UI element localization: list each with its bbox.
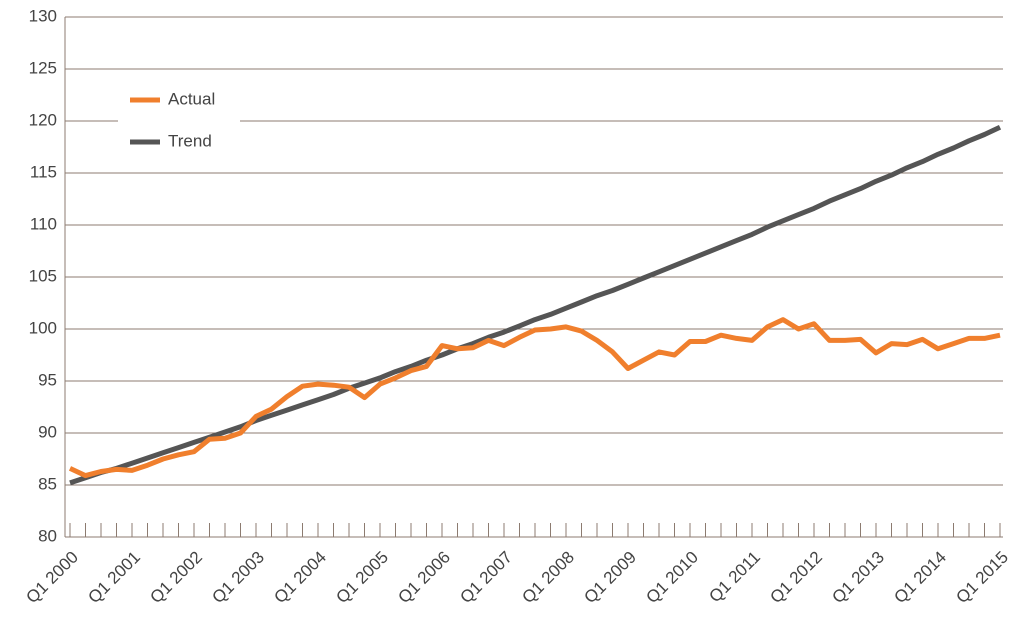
series-line — [68, 317, 1001, 479]
x-tick-label: Q1 2005 — [332, 548, 392, 608]
y-tick-label: 100 — [29, 318, 57, 337]
y-tick-label: 125 — [29, 58, 57, 77]
x-tick-label: Q1 2015 — [952, 548, 1009, 608]
legend-box — [118, 82, 240, 162]
y-tick-label: 115 — [30, 162, 57, 181]
x-tick-label: Q1 2004 — [270, 548, 330, 608]
y-tick-label: 105 — [29, 266, 57, 285]
x-tick-label: Q1 2010 — [642, 548, 702, 608]
legend-label: Actual — [168, 89, 215, 108]
y-tick-label: 85 — [38, 474, 57, 493]
legend-label: Trend — [168, 131, 212, 150]
x-tick-label: Q1 2014 — [890, 548, 950, 608]
x-tick-label: Q1 2002 — [146, 548, 206, 608]
x-tick-label: Q1 2009 — [580, 548, 640, 608]
y-tick-label: 110 — [30, 214, 57, 233]
x-tick-label: Q1 2006 — [394, 548, 454, 608]
x-tick-label: Q1 2001 — [84, 548, 144, 608]
y-tick-label: 80 — [38, 526, 57, 545]
y-tick-label: 120 — [29, 110, 57, 129]
y-tick-label: 90 — [38, 422, 57, 441]
x-tick-label: Q1 2011 — [705, 548, 764, 607]
y-tick-label: 130 — [29, 6, 57, 25]
x-tick-label: Q1 2012 — [766, 548, 826, 608]
x-tick-label: Q1 2013 — [828, 548, 888, 608]
x-tick-label: Q1 2008 — [518, 548, 578, 608]
y-tick-label: 95 — [38, 370, 57, 389]
series-line — [69, 124, 1002, 486]
x-tick-label: Q1 2003 — [208, 548, 268, 608]
x-tick-label: Q1 2000 — [22, 548, 82, 608]
x-tick-label: Q1 2007 — [456, 548, 516, 608]
